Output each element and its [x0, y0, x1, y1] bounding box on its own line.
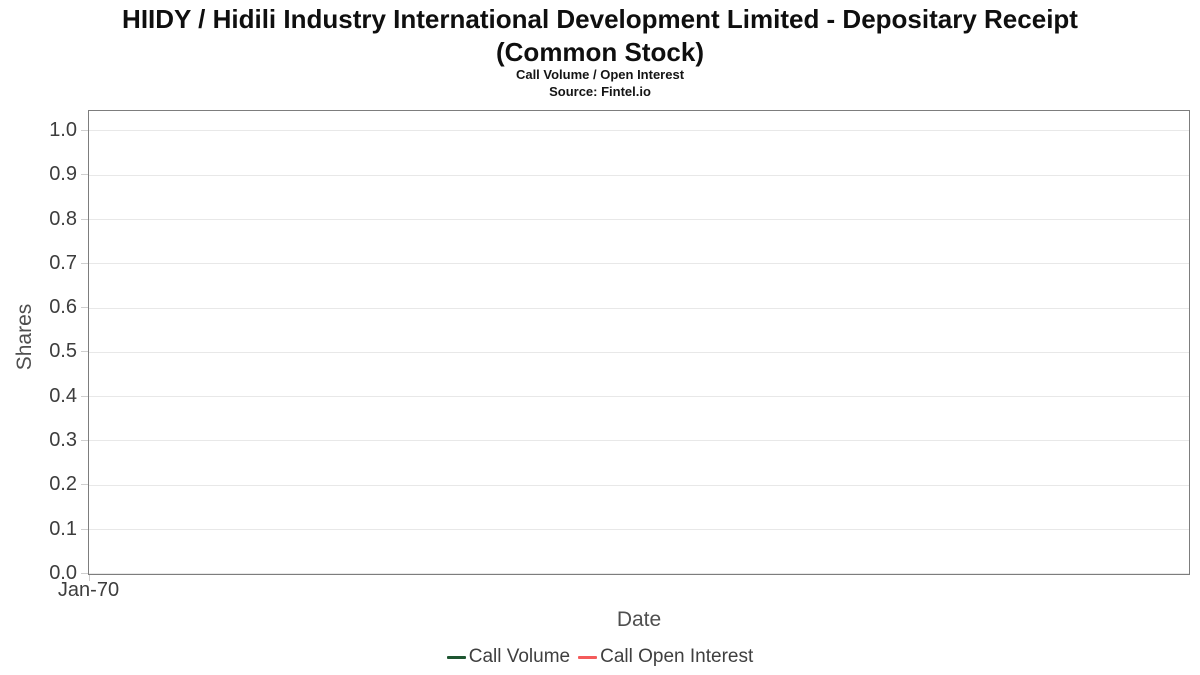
gridline — [89, 351, 1189, 353]
legend-item-call-open-interest[interactable]: Call Open Interest — [578, 646, 753, 668]
gridline — [89, 174, 1189, 176]
chart-source-text: Source: Fintel.io — [549, 84, 651, 99]
legend-swatch — [578, 655, 598, 659]
y-tick-mark — [81, 218, 88, 220]
gridline — [89, 440, 1189, 442]
y-tick-label: 0.7 — [49, 251, 77, 274]
gridline — [89, 219, 1189, 220]
gridline — [89, 130, 1189, 132]
gridline — [89, 529, 1189, 530]
chart-subtitle: Call Volume / Open Interest — [515, 67, 685, 82]
y-tick-mark — [81, 174, 88, 176]
y-tick-label: 0.1 — [49, 517, 77, 540]
y-tick-label: 0.2 — [49, 473, 77, 496]
y-tick-label: 0.9 — [49, 163, 77, 186]
y-tick-mark — [81, 439, 88, 441]
y-tick-mark — [81, 528, 88, 530]
gridline — [89, 484, 1189, 486]
x-tick-label: Jan-70 — [57, 579, 120, 601]
gridline — [89, 396, 1189, 398]
x-axis-title: Date — [616, 608, 662, 631]
legend: Call Volume Call Open Interest — [0, 646, 1200, 668]
y-tick-mark — [81, 307, 88, 309]
y-tick-mark — [81, 129, 88, 131]
y-tick-mark — [81, 262, 88, 264]
y-tick-label: 0.6 — [49, 296, 77, 319]
y-tick-label: 0.8 — [49, 207, 77, 230]
y-tick-label: 0.3 — [49, 428, 77, 451]
y-tick-label: 0.0 — [49, 561, 77, 584]
y-tick-label: 0.5 — [49, 340, 77, 363]
legend-label: Call Open Interest — [600, 646, 754, 667]
legend-swatch — [446, 655, 466, 659]
y-tick-label: 1.0 — [49, 118, 77, 141]
plot-area — [88, 110, 1190, 575]
legend-label: Call Volume — [468, 646, 571, 667]
gridline — [89, 263, 1189, 265]
chart-title: HIIDY / Hidili Industry International De… — [0, 3, 1200, 69]
gridline — [89, 573, 1189, 575]
y-tick-mark — [81, 395, 88, 397]
y-tick-mark — [81, 572, 88, 574]
y-tick-mark — [81, 484, 88, 486]
gridline — [89, 307, 1189, 309]
y-tick-mark — [81, 351, 88, 353]
chart-title-line1: HIIDY / Hidili Industry International De… — [122, 4, 1078, 34]
y-tick-label: 0.4 — [49, 384, 77, 407]
x-tick-mark — [88, 575, 90, 581]
chart-title-line2: (Common Stock) — [496, 37, 704, 67]
legend-item-call-volume[interactable]: Call Volume — [446, 646, 571, 668]
